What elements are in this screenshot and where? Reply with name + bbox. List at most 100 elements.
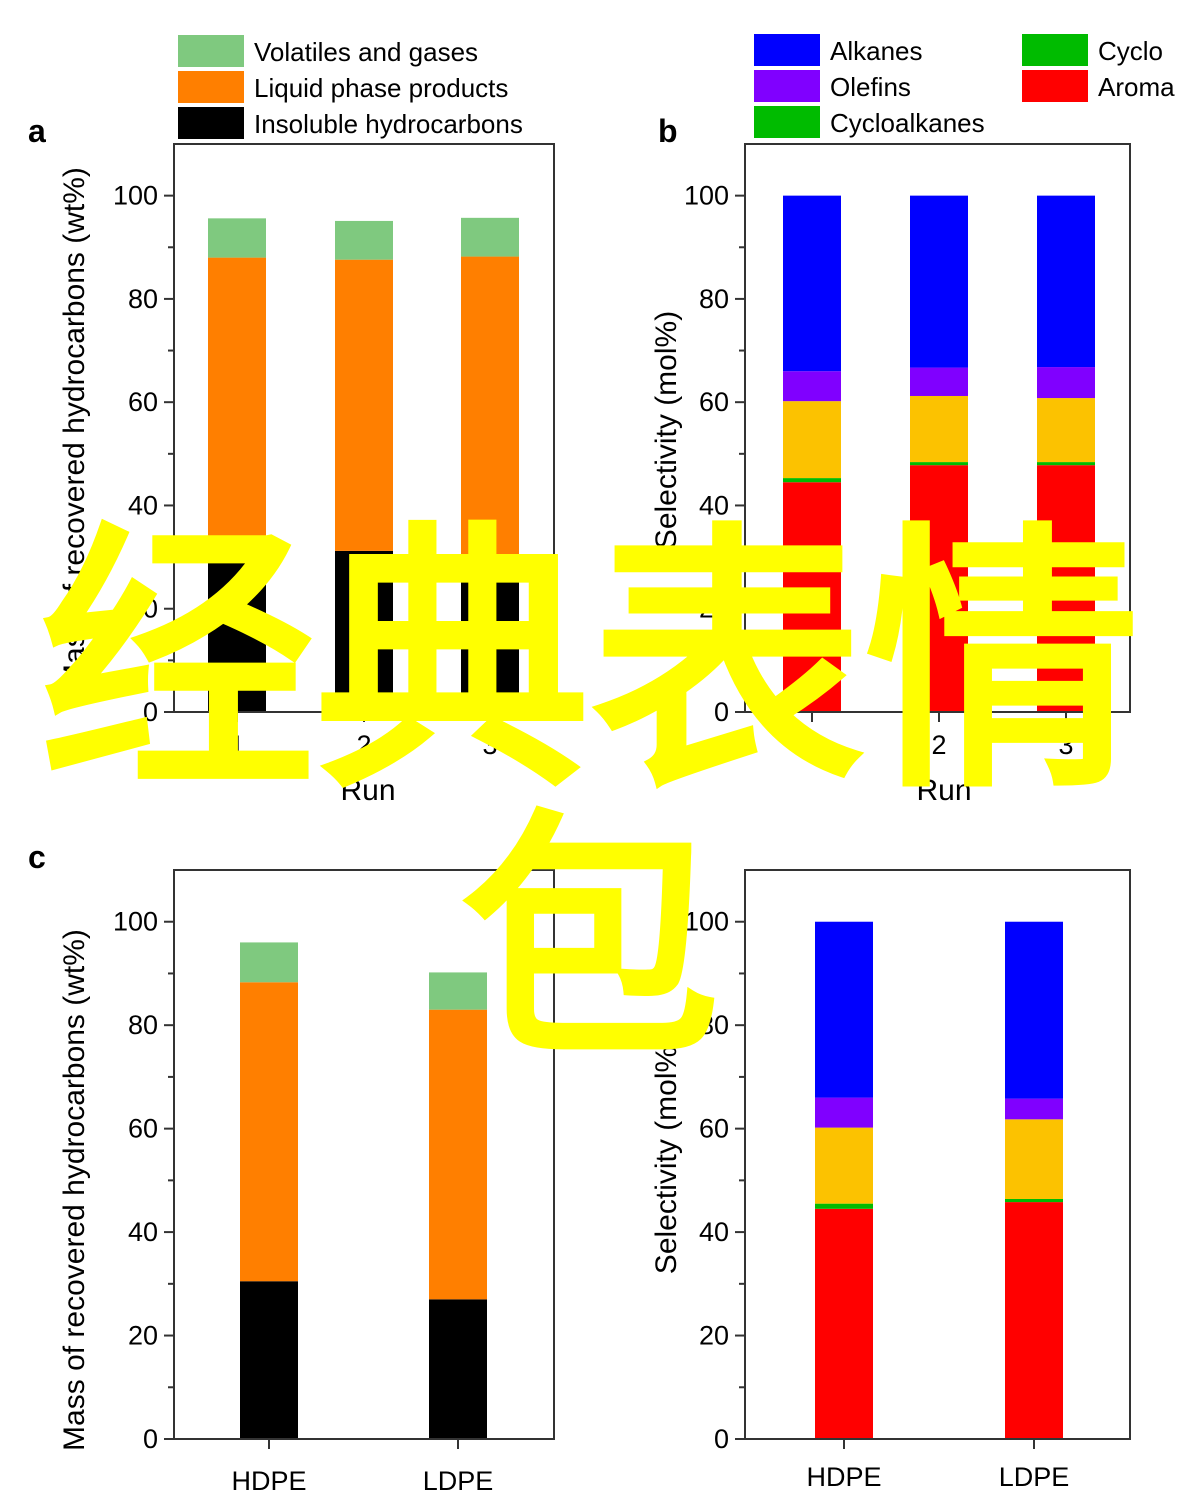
legend-label-volatiles-and-gases: Volatiles and gases	[254, 37, 478, 67]
bar-hdpe-aromatics	[815, 1208, 873, 1439]
bar-hdpe-liquid-phase-products	[240, 982, 298, 1282]
bar-ldpe-cyclo	[1005, 1198, 1063, 1203]
x-tick-label: LDPE	[423, 1466, 494, 1496]
bar-3-aromatics	[1037, 465, 1095, 712]
panel-c: 0 20 40 60 80 100 HDPE LDPE Mass of recovered hy…	[28, 839, 555, 1496]
bar-3-volatiles-and-gases	[461, 217, 519, 257]
bar-3-cycloalkanes	[1037, 398, 1095, 463]
bar-1-cycloalkanes	[783, 401, 841, 479]
y-axis-label: Mass of recovered hydrocarbons (wt%)	[58, 167, 91, 689]
bar-hdpe-alkanes	[815, 921, 873, 1098]
bar-3-liquid-phase-products	[461, 256, 519, 558]
bar-3-insoluble-hydrocarbons	[461, 557, 519, 712]
legend-swatch-liquid-phase-products	[178, 71, 244, 103]
x-tick-label: HDPE	[231, 1466, 306, 1496]
bar-1-volatiles-and-gases	[208, 218, 266, 258]
legend-swatch-alkanes	[754, 34, 820, 66]
x-tick-label: 3	[1058, 730, 1073, 760]
y-tick-label: 80	[128, 1010, 158, 1040]
y-tick-label: 20	[699, 1321, 729, 1351]
y-tick-label: 60	[699, 1114, 729, 1144]
x-axis-label: Run	[340, 774, 395, 807]
bar-ldpe-cycloalkanes	[1005, 1119, 1063, 1199]
y-axis-label: Selectivity (mol%)	[650, 1036, 683, 1274]
y-tick-label: 100	[684, 181, 729, 211]
y-tick-label: 0	[143, 697, 158, 727]
bar-3-olefins	[1037, 367, 1095, 399]
y-tick-label: 60	[699, 387, 729, 417]
panel-label: c	[28, 839, 46, 875]
y-axis-label: Mass of recovered hydrocarbons (wt%)	[58, 929, 91, 1451]
bar-1-alkanes	[783, 195, 841, 372]
bar-1-liquid-phase-products	[208, 257, 266, 552]
legend-label-insoluble-hydrocarbons: Insoluble hydrocarbons	[254, 109, 523, 139]
bar-hdpe-cycloalkanes	[815, 1127, 873, 1204]
bar-ldpe-volatiles-and-gases	[429, 972, 487, 1010]
legend-label-alkanes: Alkanes	[830, 36, 923, 66]
y-tick-label: 40	[128, 490, 158, 520]
y-tick-label: 40	[699, 490, 729, 520]
bar-3-cyclo	[1037, 462, 1095, 466]
bar-3-alkanes	[1037, 195, 1095, 368]
y-tick-label: 60	[128, 1114, 158, 1144]
bar-2-olefins	[910, 367, 968, 396]
plot-frame	[744, 869, 1131, 1440]
panel-label: a	[28, 113, 46, 149]
bar-1-cyclo	[783, 478, 841, 483]
y-tick-label: 100	[684, 907, 729, 937]
bar-2-volatiles-and-gases	[335, 220, 393, 260]
panel-label: b	[658, 113, 678, 149]
legend-right: Alkanes Olefins Cycloalkanes Cyclo Aroma	[754, 34, 1175, 138]
x-tick-label: HDPE	[806, 1462, 881, 1492]
bar-2-alkanes	[910, 195, 968, 368]
y-tick-label: 20	[128, 1321, 158, 1351]
x-tick-label: 3	[482, 730, 497, 760]
legend-label-cyclo: Cyclo	[1098, 36, 1163, 66]
legend-label-cycloalkanes: Cycloalkanes	[830, 108, 985, 138]
y-tick-label: 0	[714, 1424, 729, 1454]
legend-label-olefins: Olefins	[830, 72, 911, 102]
bar-2-cyclo	[910, 462, 968, 466]
legend-swatch-olefins	[754, 70, 820, 102]
y-tick-label: 20	[128, 594, 158, 624]
bar-ldpe-liquid-phase-products	[429, 1009, 487, 1300]
y-tick-label: 0	[714, 697, 729, 727]
x-tick-label: 2	[931, 730, 946, 760]
bar-1-insoluble-hydrocarbons	[208, 551, 266, 712]
x-tick-label: 2	[356, 730, 371, 760]
plot-frame	[173, 869, 555, 1440]
panel-label: d	[658, 839, 678, 875]
y-tick-label: 40	[699, 1217, 729, 1247]
y-tick-label: 80	[128, 284, 158, 314]
bar-ldpe-insoluble-hydrocarbons	[429, 1299, 487, 1439]
legend-swatch-aroma	[1022, 70, 1088, 102]
panel-a: 0 20 40 60 80 100 1 2 3 Mass of recovered hydroca…	[28, 113, 555, 807]
bar-ldpe-aromatics	[1005, 1202, 1063, 1439]
bar-2-cycloalkanes	[910, 395, 968, 463]
legend-label-aroma: Aroma	[1098, 72, 1175, 102]
legend-swatch-volatiles-and-gases	[178, 35, 244, 67]
y-tick-label: 100	[113, 907, 158, 937]
bar-hdpe-insoluble-hydrocarbons	[240, 1281, 298, 1439]
x-tick-label: 1	[804, 730, 819, 760]
legend-label-liquid-phase-products: Liquid phase products	[254, 73, 508, 103]
y-tick-label: 60	[128, 387, 158, 417]
legend-swatch-cycloalkanes	[754, 106, 820, 138]
y-tick-label: 80	[699, 284, 729, 314]
legend-swatch-insoluble-hydrocarbons	[178, 107, 244, 139]
bar-1-olefins	[783, 371, 841, 402]
bar-ldpe-olefins	[1005, 1098, 1063, 1120]
bar-hdpe-volatiles-and-gases	[240, 942, 298, 983]
x-axis-label: Run	[916, 774, 971, 807]
bar-ldpe-alkanes	[1005, 921, 1063, 1099]
y-axis-label: Selectivity (mol%)	[650, 311, 683, 549]
bar-hdpe-cyclo	[815, 1203, 873, 1209]
x-tick-label: 1	[229, 730, 244, 760]
panel-d: 0 20 40 60 80 100 HDPE LDPE Selectivity (mol%) d	[650, 839, 1131, 1492]
x-tick-label: LDPE	[999, 1462, 1070, 1492]
panel-b: 0 20 40 60 80 100 1 2 3 Selectivity (mol%) Run b	[650, 113, 1131, 807]
bar-2-aromatics	[910, 465, 968, 712]
legend-swatch-cyclo	[1022, 34, 1088, 66]
y-tick-label: 20	[699, 594, 729, 624]
